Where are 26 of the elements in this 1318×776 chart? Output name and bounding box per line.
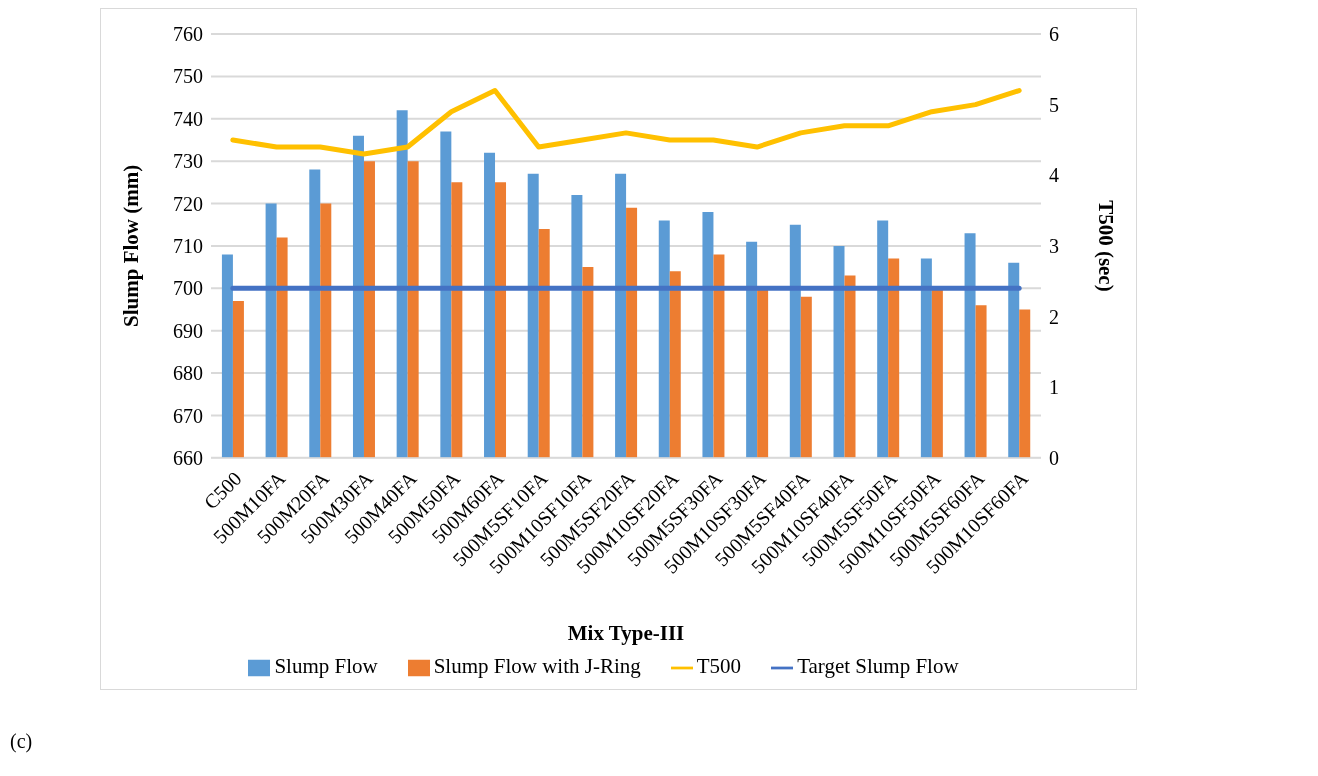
legend-label: Slump Flow with J-Ring: [433, 653, 641, 678]
legend-label: Slump Flow: [274, 653, 378, 678]
x-axis-title: Mix Type-III: [567, 620, 685, 645]
legend-label: T500: [696, 653, 742, 678]
y2-tick-label: 4: [1049, 164, 1059, 187]
y-tick-label: 680: [173, 362, 203, 385]
y-tick-label: 750: [173, 65, 203, 88]
y2-axis-title: T500 (sec): [1093, 200, 1118, 292]
y-axis-title: Slump Flow (mm): [119, 164, 144, 327]
y-tick-label: 710: [173, 235, 203, 258]
y2-tick-label: 0: [1049, 446, 1059, 469]
y-tick-label: 720: [173, 192, 203, 215]
y-tick-label: 660: [173, 446, 203, 469]
legend-label: Target Slump Flow: [797, 653, 959, 678]
y-tick-label: 690: [173, 319, 203, 342]
y-tick-label: 740: [173, 107, 203, 130]
y2-tick-label: 3: [1049, 235, 1059, 258]
text: (c): [10, 730, 34, 753]
y2-tick-label: 5: [1049, 93, 1059, 116]
y-tick-label: 700: [173, 277, 203, 300]
y2-tick-label: 6: [1049, 23, 1059, 46]
y-tick-label: 670: [173, 404, 203, 427]
y2-tick-label: 1: [1049, 376, 1059, 399]
y-tick-label: 760: [173, 23, 203, 46]
y2-tick-label: 2: [1049, 305, 1059, 328]
y-tick-label: 730: [173, 150, 203, 173]
